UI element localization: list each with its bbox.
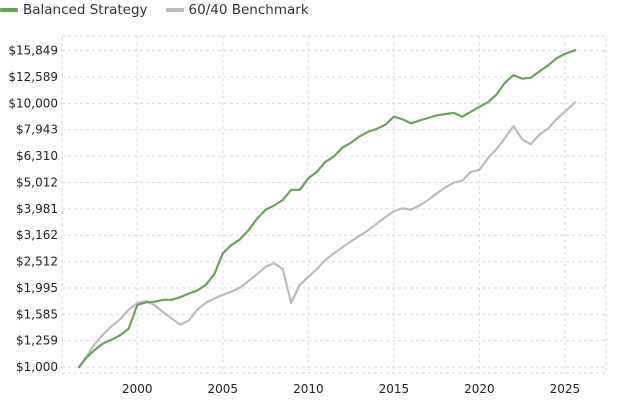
y-tick-label: $10,000 xyxy=(8,96,58,110)
x-tick-label: 2015 xyxy=(379,382,410,396)
series-line-60-40-benchmark[interactable] xyxy=(78,101,577,369)
legend: Balanced Strategy 60/40 Benchmark xyxy=(0,0,327,20)
y-tick-label: $6,310 xyxy=(16,149,58,163)
legend-item-balanced[interactable]: Balanced Strategy xyxy=(0,2,148,18)
plot-frame xyxy=(61,35,607,374)
y-tick-label: $7,943 xyxy=(16,123,58,137)
y-tick-label: $1,585 xyxy=(16,307,58,321)
series-line-balanced-strategy[interactable] xyxy=(78,49,577,369)
y-tick-label: $1,000 xyxy=(16,360,58,374)
x-tick-label: 2000 xyxy=(122,382,153,396)
y-tick-label: $12,589 xyxy=(8,70,58,84)
grid-layer xyxy=(61,35,607,374)
x-tick-label: 2010 xyxy=(293,382,324,396)
y-tick-label: $2,512 xyxy=(16,255,58,269)
y-tick-label: $1,995 xyxy=(16,281,58,295)
x-tick-label: 2025 xyxy=(550,382,581,396)
y-tick-label: $5,012 xyxy=(16,175,58,189)
legend-swatch-balanced xyxy=(0,8,18,12)
x-tick-label: 2005 xyxy=(208,382,239,396)
y-tick-label: $15,849 xyxy=(8,44,58,58)
y-tick-label: $1,259 xyxy=(16,334,58,348)
series-layer xyxy=(78,49,577,369)
legend-item-benchmark[interactable]: 60/40 Benchmark xyxy=(165,2,309,18)
legend-label-balanced: Balanced Strategy xyxy=(23,2,148,18)
legend-swatch-benchmark xyxy=(165,8,184,12)
y-tick-label: $3,162 xyxy=(16,228,58,242)
y-tick-label: $3,981 xyxy=(16,202,58,216)
legend-label-benchmark: 60/40 Benchmark xyxy=(188,2,309,18)
axis-layer: $1,000 $1,259 $1,585 $1,995 $2,512 $3,162 $3,9… xyxy=(8,44,580,396)
x-tick-label: 2020 xyxy=(464,382,495,396)
